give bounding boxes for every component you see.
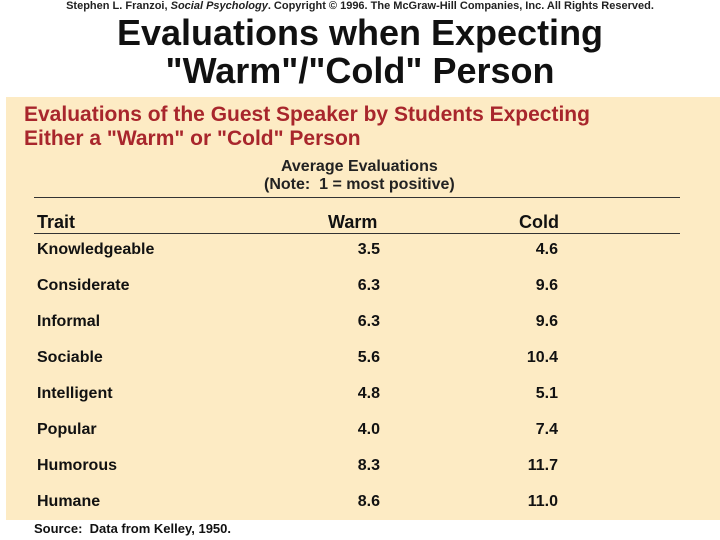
panel-title-line2: Either a "Warm" or "Cold" Person bbox=[24, 127, 361, 150]
table-row: Considerate 6.3 9.6 bbox=[6, 277, 720, 297]
header-rule bbox=[34, 233, 680, 234]
trait-cell: Knowledgeable bbox=[37, 241, 155, 258]
table-row: Intelligent 4.8 5.1 bbox=[6, 385, 720, 405]
cold-cell: 11.7 bbox=[527, 457, 558, 474]
warm-cell: 6.3 bbox=[357, 277, 380, 294]
trait-cell: Humane bbox=[37, 493, 101, 510]
table-panel: Evaluations of the Guest Speaker by Stud… bbox=[6, 97, 720, 520]
trait-cell: Intelligent bbox=[37, 385, 113, 402]
top-rule bbox=[34, 197, 680, 198]
cold-cell: 7.4 bbox=[535, 421, 558, 438]
copyright-text-post: . Copyright © 1996. The McGraw-Hill Comp… bbox=[267, 0, 654, 12]
copyright-text-pre: Stephen L. Franzoi, bbox=[66, 0, 171, 12]
trait-cell: Sociable bbox=[37, 349, 103, 366]
table-row: Informal 6.3 9.6 bbox=[6, 313, 720, 333]
cold-cell: 9.6 bbox=[535, 313, 558, 330]
copyright-notice: Stephen L. Franzoi, Social Psychology. C… bbox=[0, 0, 720, 13]
caption-line1: Average Evaluations bbox=[280, 158, 438, 175]
cold-cell: 4.6 bbox=[535, 241, 558, 258]
warm-cell: 5.6 bbox=[357, 349, 380, 366]
source-note: Source: Data from Kelley, 1950. bbox=[34, 521, 232, 536]
table-row: Sociable 5.6 10.4 bbox=[6, 349, 720, 369]
header-warm: Warm bbox=[328, 212, 378, 232]
slide-title: Evaluations when Expecting "Warm"/"Cold"… bbox=[0, 14, 720, 90]
warm-cell: 8.3 bbox=[357, 457, 380, 474]
warm-cell: 4.8 bbox=[357, 385, 380, 402]
trait-cell: Popular bbox=[37, 421, 97, 438]
average-evaluations-caption: Average Evaluations (Note: 1 = most posi… bbox=[264, 158, 455, 194]
trait-cell: Informal bbox=[37, 313, 101, 330]
header-cold: Cold bbox=[519, 212, 559, 232]
trait-cell: Humorous bbox=[37, 457, 117, 474]
warm-cell: 8.6 bbox=[357, 493, 380, 510]
table-row: Popular 4.0 7.4 bbox=[6, 421, 720, 441]
warm-cell: 3.5 bbox=[357, 241, 380, 258]
warm-cell: 4.0 bbox=[357, 421, 380, 438]
copyright-book-title: Social Psychology bbox=[170, 0, 268, 12]
cold-cell: 5.1 bbox=[535, 385, 558, 402]
caption-line2: (Note: 1 = most positive) bbox=[264, 176, 455, 193]
warm-cell: 6.3 bbox=[357, 313, 380, 330]
table-row: Humane 8.6 11.0 bbox=[6, 493, 720, 513]
slide-title-line2: "Warm"/"Cold" Person bbox=[165, 50, 555, 91]
table-row: Knowledgeable 3.5 4.6 bbox=[6, 241, 720, 261]
trait-cell: Considerate bbox=[37, 277, 130, 294]
panel-title-line1: Evaluations of the Guest Speaker by Stud… bbox=[24, 103, 590, 126]
panel-title: Evaluations of the Guest Speaker by Stud… bbox=[24, 103, 590, 151]
slide-title-line1: Evaluations when Expecting bbox=[116, 12, 604, 53]
cold-cell: 9.6 bbox=[535, 277, 558, 294]
table-row: Humorous 8.3 11.7 bbox=[6, 457, 720, 477]
header-trait: Trait bbox=[37, 212, 76, 232]
cold-cell: 10.4 bbox=[526, 349, 558, 366]
cold-cell: 11.0 bbox=[527, 493, 558, 510]
